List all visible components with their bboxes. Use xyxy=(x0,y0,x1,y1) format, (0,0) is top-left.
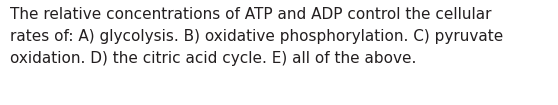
Text: The relative concentrations of ATP and ADP control the cellular
rates of: A) gly: The relative concentrations of ATP and A… xyxy=(10,7,503,66)
